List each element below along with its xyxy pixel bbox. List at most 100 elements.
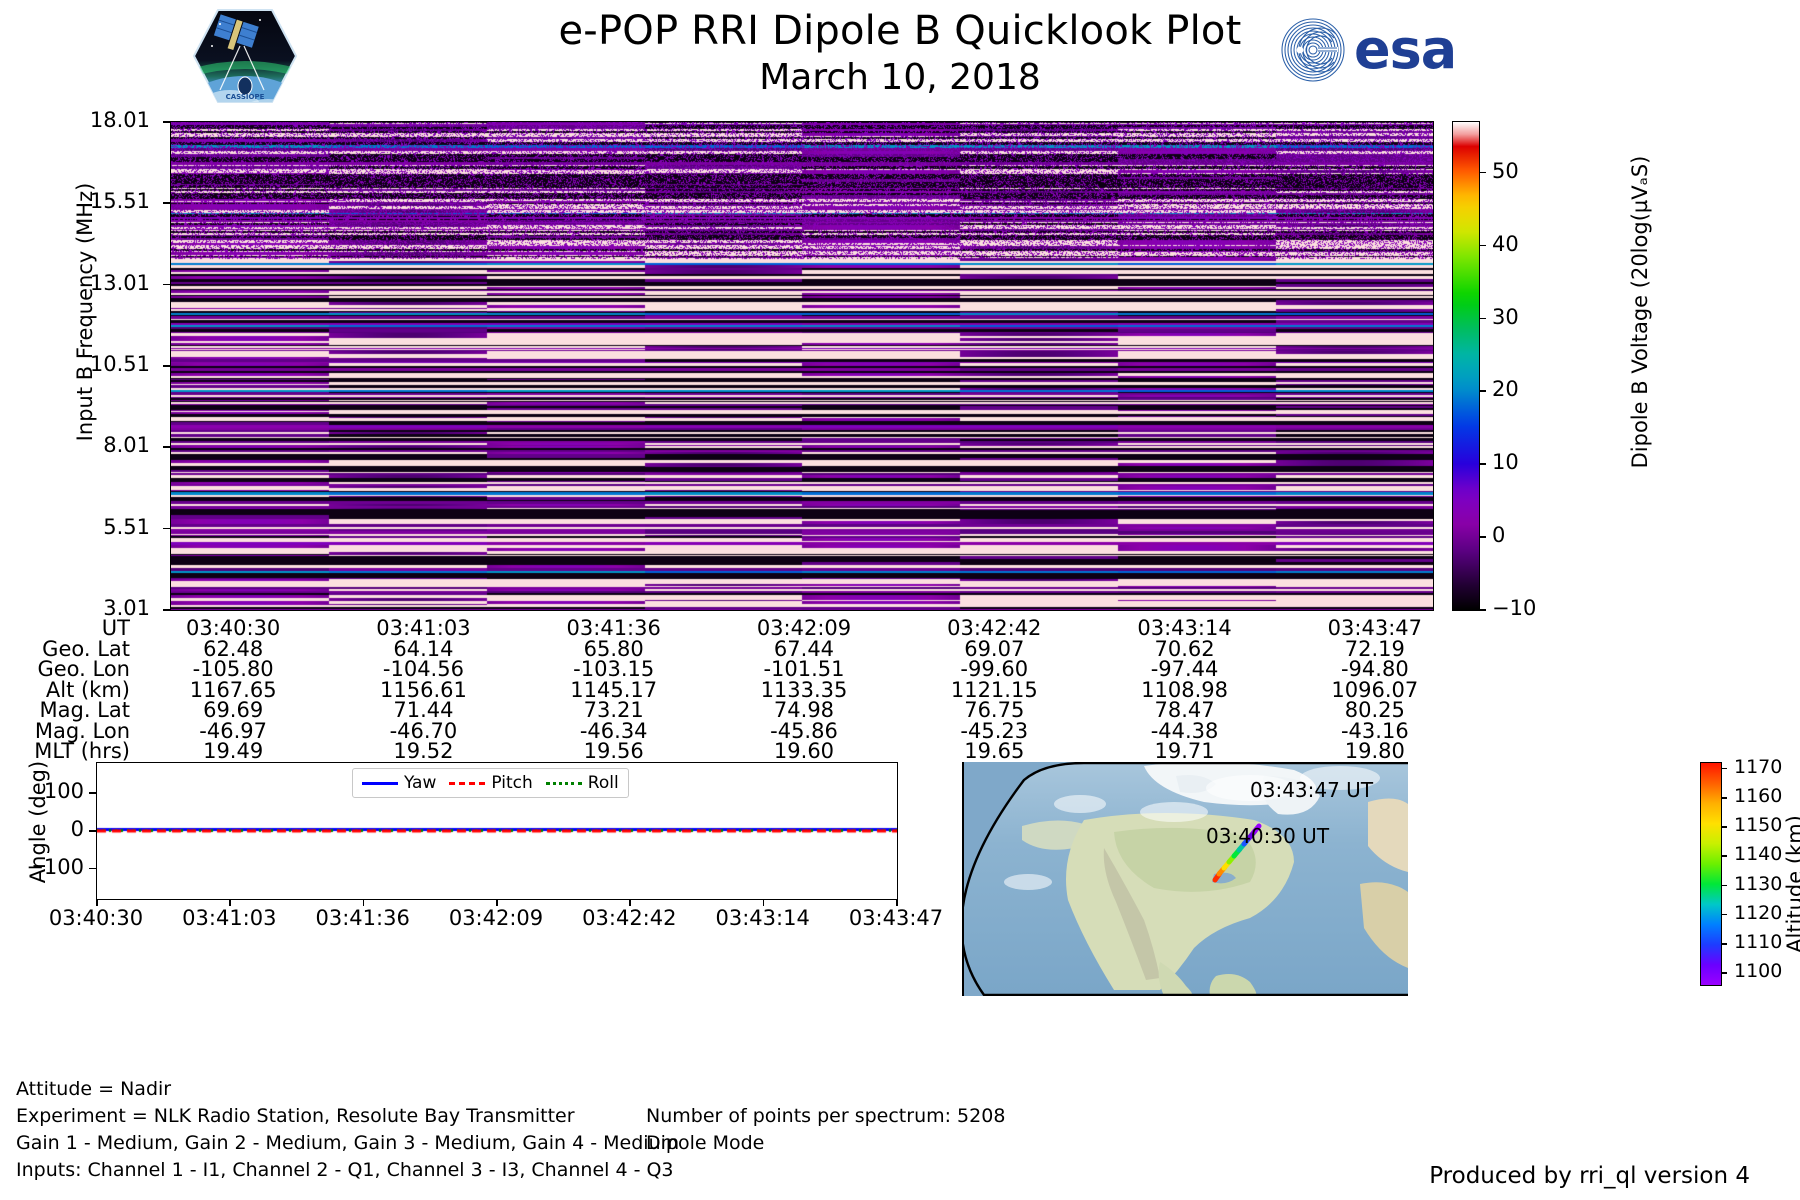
ephemeris-cell: -99.60 xyxy=(960,657,1029,681)
altitude-colorbar xyxy=(1700,762,1722,986)
altitude-colorbar-tick-mark xyxy=(1721,972,1727,974)
attitude-ytick-mark xyxy=(89,792,96,794)
voltage-colorbar-tick-mark xyxy=(1479,463,1486,465)
table-row: UT 03:40:30 03:41:03 03:41:36 03:42:09 03:42:… xyxy=(0,618,1470,639)
attitude-xtick-mark xyxy=(362,899,365,906)
footer-inputs: Inputs: Channel 1 - I1, Channel 2 - Q1, … xyxy=(16,1159,674,1181)
attitude-ytick-mark xyxy=(89,867,96,870)
spectrogram-ytick-mark xyxy=(163,365,170,367)
spectrogram-image xyxy=(171,122,1433,610)
spectrogram-ytick-label: 5.51 xyxy=(103,514,150,539)
ephemeris-cell: 03:41:03 xyxy=(376,616,471,640)
altitude-colorbar-tick-label: 1120 xyxy=(1734,901,1783,924)
ephemeris-cell: 74.98 xyxy=(773,698,835,722)
ephemeris-row-label: Alt (km) xyxy=(45,677,130,702)
legend-entry-pitch: Pitch xyxy=(449,773,533,793)
voltage-colorbar-tick-mark xyxy=(1479,390,1486,392)
attitude-xtick-label: 03:41:36 xyxy=(315,906,410,930)
ephemeris-cell: 69.69 xyxy=(203,698,264,722)
legend-swatch-yaw xyxy=(362,781,398,785)
voltage-colorbar-tick-mark xyxy=(1479,244,1486,247)
footer-experiment: Experiment = NLK Radio Station, Resolute… xyxy=(16,1105,575,1127)
cassiope-mission-patch-icon: CASSIOPE xyxy=(190,6,300,106)
attitude-ytick-label: 100 xyxy=(43,779,84,804)
legend-entry-yaw: Yaw xyxy=(362,773,436,793)
spectrogram-ytick-label: 13.01 xyxy=(89,270,150,295)
footer-mode: Dipole Mode xyxy=(646,1132,765,1154)
voltage-colorbar xyxy=(1452,121,1480,611)
voltage-colorbar-tick-label: 50 xyxy=(1492,158,1519,183)
esa-logo: esa xyxy=(1280,14,1480,86)
voltage-colorbar-gradient xyxy=(1453,122,1479,610)
voltage-colorbar-tick-mark xyxy=(1479,609,1486,611)
legend-swatch-pitch xyxy=(449,781,486,785)
ephemeris-cell: 1145.17 xyxy=(570,677,658,702)
ephemeris-cell: 19.49 xyxy=(203,739,264,763)
table-row: Geo. Lat 62.48 64.14 65.80 67.44 69.07 70.62 72… xyxy=(0,636,1470,661)
esa-emblem-icon xyxy=(1281,18,1345,82)
ephemeris-cell: 1121.15 xyxy=(950,677,1038,702)
ephemeris-grid: UT 03:40:30 03:41:03 03:41:36 03:42:09 03:42:… xyxy=(0,618,1470,762)
table-row: Geo. Lon -105.80 -104.56 -103.15 -101.51 -99.… xyxy=(0,659,1470,680)
ephemeris-cell: 03:42:42 xyxy=(947,616,1042,640)
spectrogram-ytick-label: 3.01 xyxy=(103,596,150,620)
track-start-time-label: 03:40:30 UT xyxy=(1206,824,1330,848)
voltage-colorbar-tick-label: 0 xyxy=(1492,523,1506,548)
ephemeris-table: UT 03:40:30 03:41:03 03:41:36 03:42:09 03:42:… xyxy=(0,618,1470,762)
footer-npoints: Number of points per spectrum: 5208 xyxy=(646,1105,1006,1127)
attitude-ytick-mark xyxy=(89,830,96,832)
spectrogram-ytick-mark xyxy=(163,446,170,448)
map-graphic xyxy=(964,762,1408,996)
spectrogram-ytick-mark xyxy=(163,609,170,611)
ephemeris-cell: 1096.07 xyxy=(1331,677,1419,702)
ephemeris-cell: 1108.98 xyxy=(1141,677,1228,702)
ephemeris-cell: 03:40:30 xyxy=(185,616,281,640)
attitude-xtick-mark xyxy=(629,899,631,906)
spectrogram-ytick-mark xyxy=(163,283,170,286)
ephemeris-cell: 03:43:47 xyxy=(1327,616,1422,640)
ephemeris-cell: -46.97 xyxy=(199,718,267,743)
ephemeris-cell: 19.65 xyxy=(964,739,1025,763)
ephemeris-cell: 19.71 xyxy=(1154,739,1215,763)
attitude-xtick-mark xyxy=(229,899,231,906)
altitude-colorbar-tick-label: 1100 xyxy=(1734,960,1783,983)
voltage-colorbar-tick-label: 10 xyxy=(1492,450,1519,475)
mission-patch-label: CASSIOPE xyxy=(226,93,265,101)
ephemeris-cell: 76.75 xyxy=(964,698,1025,722)
ephemeris-cell: 1167.65 xyxy=(189,677,277,702)
ephemeris-row-label: Mag. Lat xyxy=(39,698,130,722)
spectrogram-ytick-mark xyxy=(163,202,170,204)
altitude-colorbar-tick-mark xyxy=(1721,826,1727,828)
altitude-colorbar-gradient xyxy=(1701,763,1721,985)
ephemeris-row-label: Geo. Lon xyxy=(37,657,130,681)
ephemeris-cell: 67.44 xyxy=(773,636,835,661)
altitude-colorbar-tick-label: 1130 xyxy=(1734,872,1783,895)
ephemeris-cell: 03:42:09 xyxy=(756,616,852,640)
spectrogram-ytick-label: 15.51 xyxy=(89,189,150,214)
legend-label: Roll xyxy=(587,773,619,793)
voltage-colorbar-tick-label: 20 xyxy=(1492,377,1519,402)
attitude-xtick-label: 03:43:47 xyxy=(848,906,944,930)
produced-by-label: Produced by rri_ql version 4 xyxy=(1429,1163,1750,1189)
legend-entry-roll: Roll xyxy=(545,773,619,793)
ephemeris-cell: 78.47 xyxy=(1154,698,1215,722)
ephemeris-cell: -45.86 xyxy=(770,718,838,743)
ephemeris-cell: 69.07 xyxy=(964,636,1025,661)
table-row: Mag. Lon -46.97 -46.70 -46.34 -45.86 -45.23 -4… xyxy=(0,718,1470,743)
voltage-colorbar-tick-label: 40 xyxy=(1492,231,1519,256)
voltage-colorbar-title: Dipole B Voltage (20log(µVₐS) xyxy=(1628,155,1652,469)
spectrogram-ytick-label: 18.01 xyxy=(89,108,150,132)
attitude-xtick-label: 03:42:09 xyxy=(448,906,544,930)
ephemeris-cell: 73.21 xyxy=(583,698,644,722)
ephemeris-cell: 19.80 xyxy=(1344,739,1405,763)
esa-wordmark: esa xyxy=(1354,18,1457,81)
ephemeris-cell: -46.34 xyxy=(579,718,648,743)
attitude-ytick-label: 0 xyxy=(70,817,84,841)
ephemeris-cell: 62.48 xyxy=(203,636,264,661)
ephemeris-cell: -103.15 xyxy=(573,657,655,681)
ephemeris-cell: 1156.61 xyxy=(380,677,467,702)
ephemeris-cell: 70.62 xyxy=(1154,636,1215,661)
attitude-xtick-mark xyxy=(896,899,898,906)
spectrogram-ytick-mark xyxy=(163,527,170,530)
attitude-xtick-label: 03:41:03 xyxy=(182,906,277,930)
